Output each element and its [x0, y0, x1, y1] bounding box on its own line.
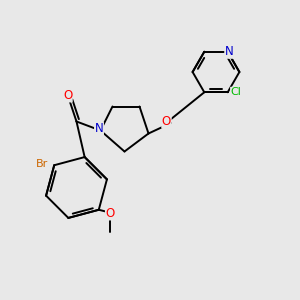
Text: Br: Br [35, 159, 48, 169]
Text: N: N [225, 45, 234, 58]
Text: Cl: Cl [231, 87, 242, 97]
Text: N: N [94, 122, 103, 136]
Text: O: O [106, 207, 115, 220]
Text: O: O [162, 115, 171, 128]
Text: O: O [63, 89, 72, 102]
